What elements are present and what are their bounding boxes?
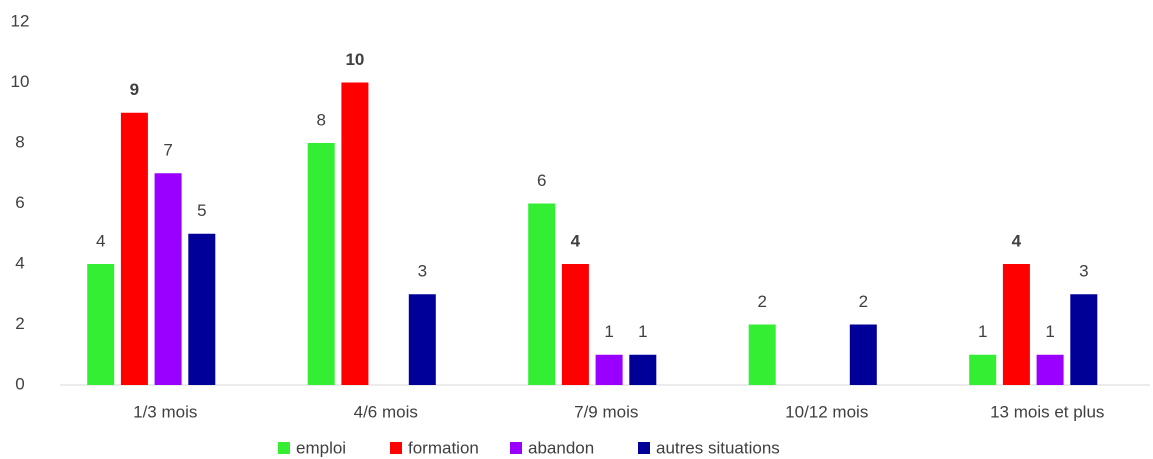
bar bbox=[595, 354, 623, 385]
y-tick-label: 4 bbox=[15, 253, 24, 272]
bar bbox=[154, 173, 182, 385]
data-label: 5 bbox=[197, 201, 206, 220]
data-label: 1 bbox=[604, 322, 613, 341]
bar bbox=[528, 203, 556, 385]
bar bbox=[849, 324, 877, 385]
data-label: 4 bbox=[571, 231, 581, 250]
data-label: 7 bbox=[163, 141, 172, 160]
data-label: 3 bbox=[418, 262, 427, 281]
x-tick-label: 4/6 mois bbox=[354, 402, 418, 421]
bar bbox=[120, 112, 148, 385]
bar bbox=[1036, 354, 1064, 385]
legend-label: emploi bbox=[296, 438, 346, 457]
x-tick-label: 1/3 mois bbox=[133, 402, 197, 421]
y-tick-label: 2 bbox=[15, 314, 24, 333]
bar bbox=[87, 264, 115, 385]
data-label: 1 bbox=[1045, 322, 1054, 341]
data-label: 6 bbox=[537, 171, 546, 190]
bar bbox=[969, 354, 997, 385]
legend-label: autres situations bbox=[656, 438, 780, 457]
bar bbox=[188, 233, 216, 385]
data-label: 1 bbox=[638, 322, 647, 341]
legend-label: abandon bbox=[528, 438, 594, 457]
bar bbox=[561, 264, 589, 385]
data-label: 4 bbox=[96, 231, 105, 250]
bar bbox=[341, 82, 369, 385]
data-label: 10 bbox=[345, 50, 364, 69]
bar bbox=[748, 324, 776, 385]
legend-swatch bbox=[390, 442, 402, 454]
bar bbox=[307, 143, 335, 385]
legend-swatch bbox=[278, 442, 290, 454]
data-label: 1 bbox=[978, 322, 987, 341]
data-label: 3 bbox=[1079, 262, 1088, 281]
y-tick-label: 0 bbox=[15, 374, 24, 393]
y-tick-label: 10 bbox=[11, 72, 30, 91]
y-tick-label: 8 bbox=[15, 132, 24, 151]
x-tick-label: 7/9 mois bbox=[574, 402, 638, 421]
bar bbox=[1070, 294, 1098, 385]
data-label: 4 bbox=[1012, 231, 1022, 250]
x-tick-label: 13 mois et plus bbox=[990, 402, 1104, 421]
data-label: 9 bbox=[130, 80, 139, 99]
legend-swatch bbox=[638, 442, 650, 454]
legend-label: formation bbox=[408, 438, 479, 457]
data-label: 2 bbox=[859, 292, 868, 311]
y-tick-label: 6 bbox=[15, 193, 24, 212]
bar bbox=[1002, 264, 1030, 385]
bar bbox=[629, 354, 657, 385]
y-tick-label: 12 bbox=[11, 11, 30, 30]
data-label: 8 bbox=[316, 110, 325, 129]
x-tick-label: 10/12 mois bbox=[785, 402, 868, 421]
bar bbox=[408, 294, 436, 385]
data-label: 2 bbox=[757, 292, 766, 311]
legend-swatch bbox=[510, 442, 522, 454]
